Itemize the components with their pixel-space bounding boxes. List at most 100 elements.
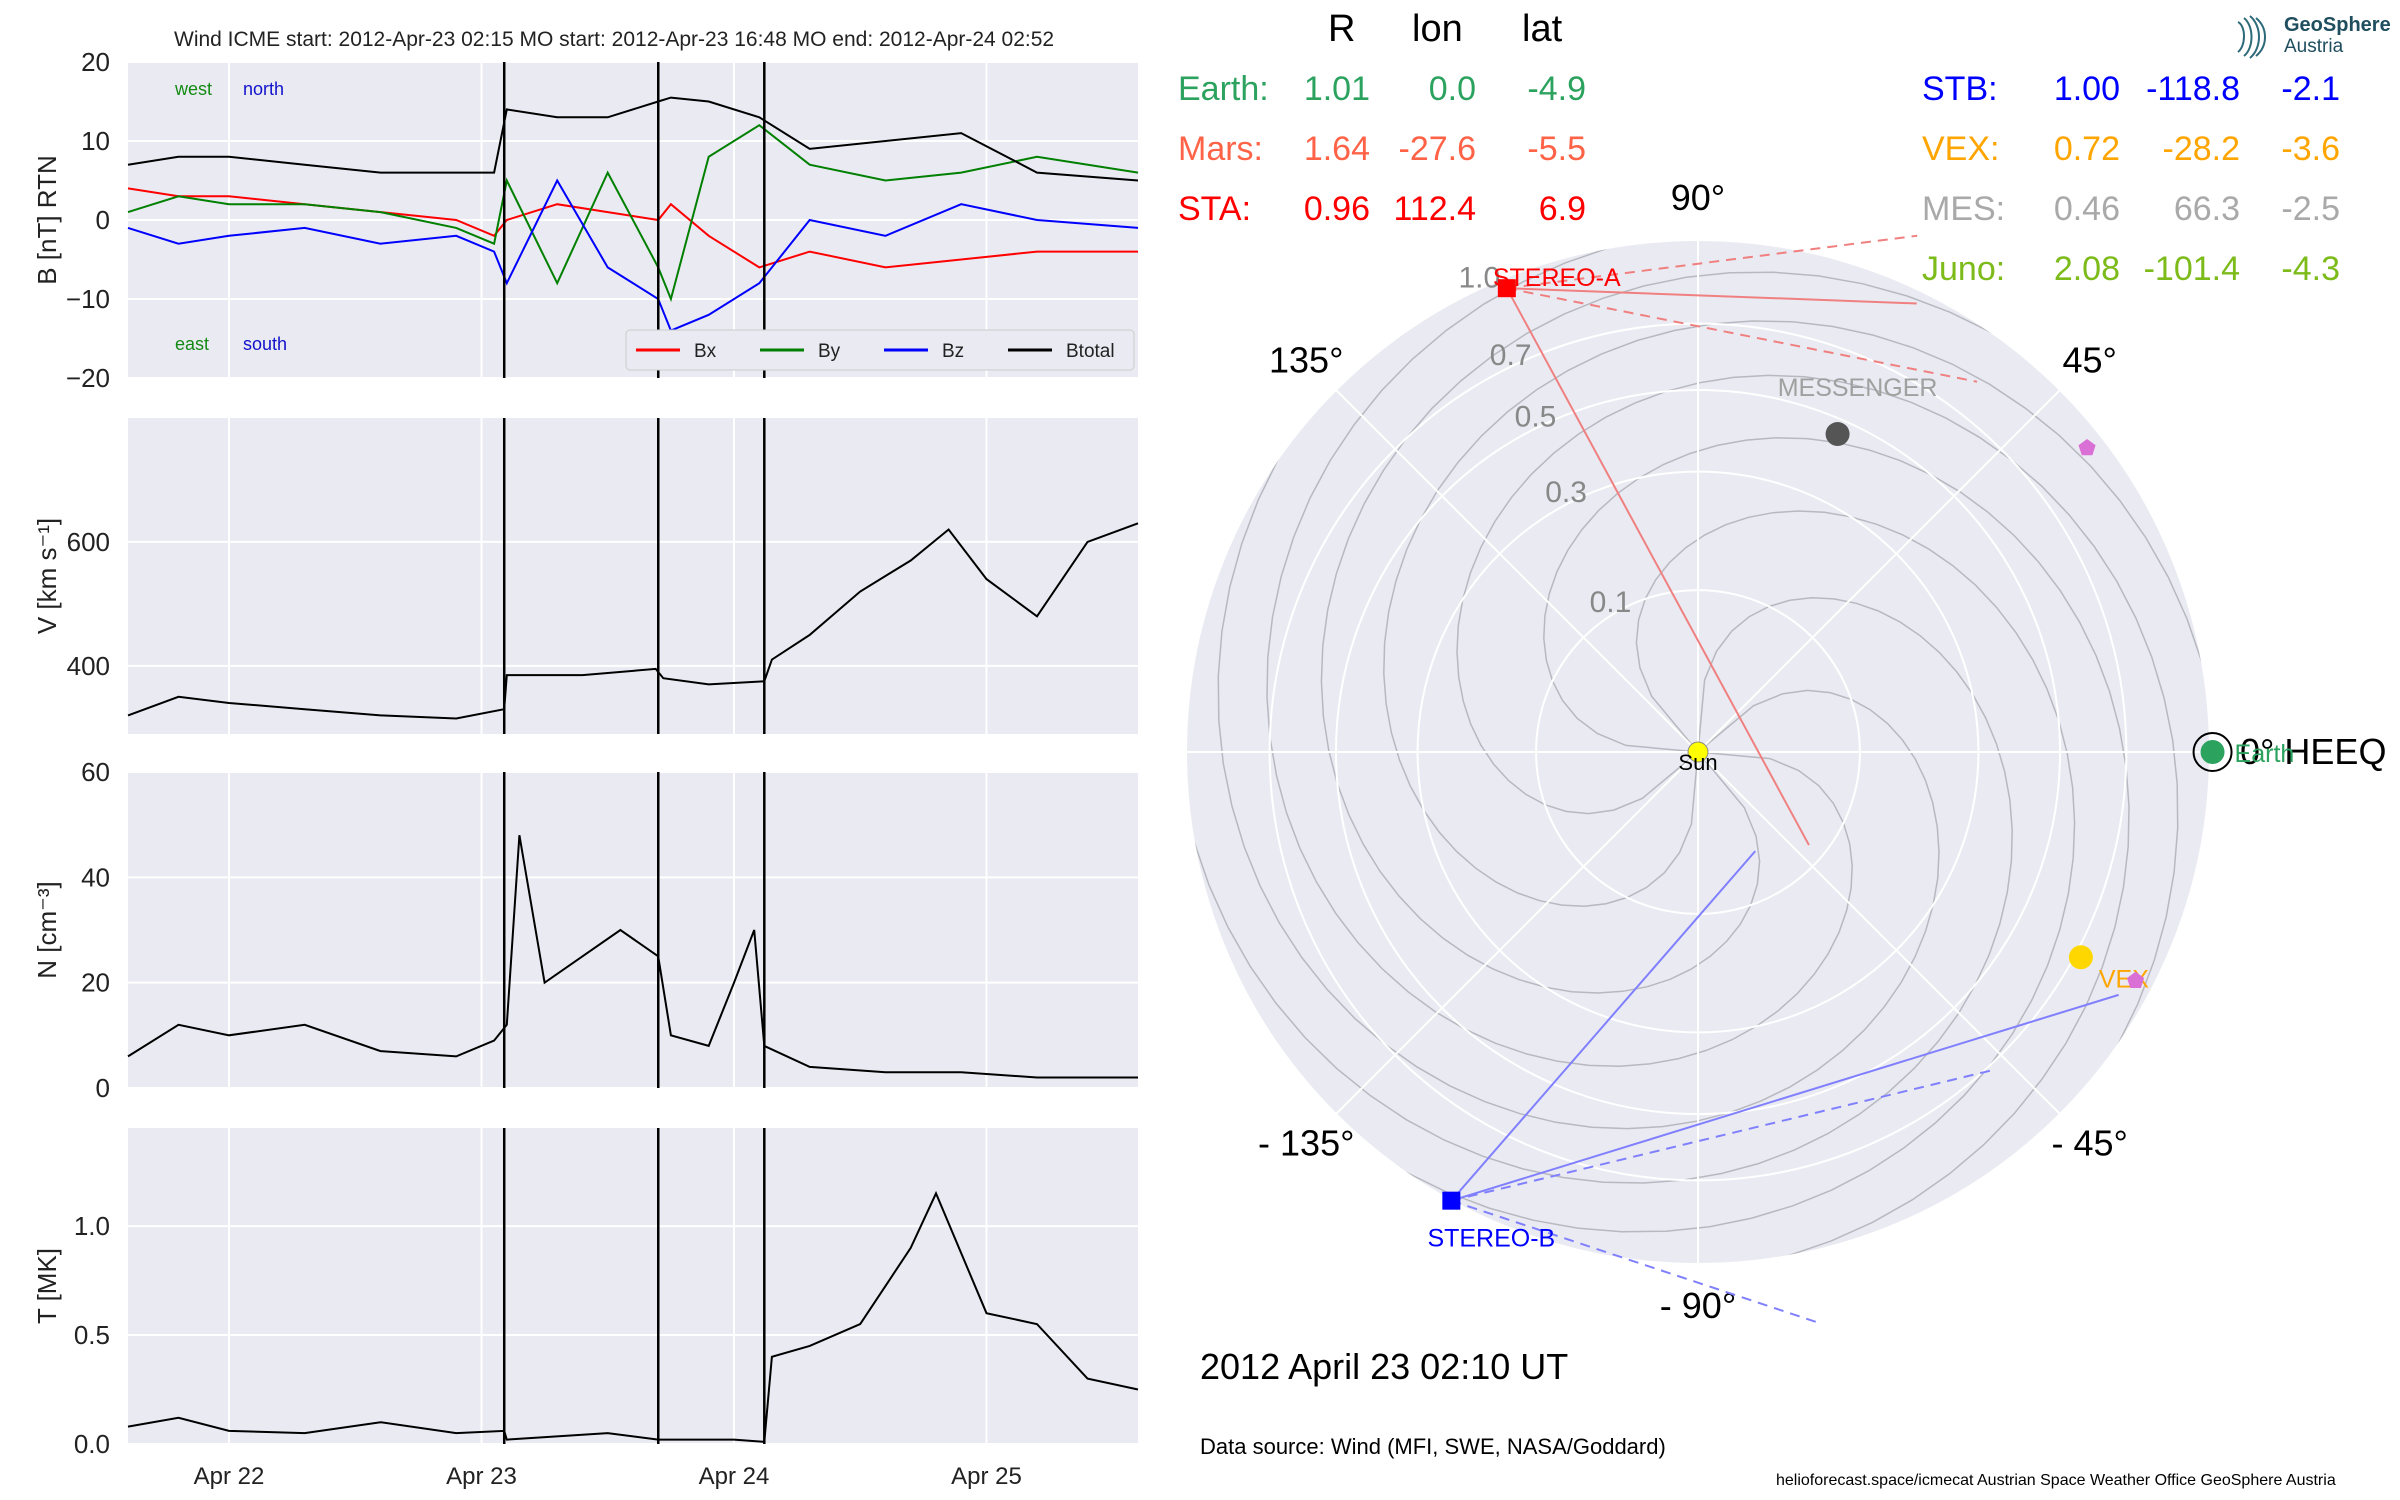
y-tick-label: −20: [66, 363, 110, 393]
body-label: STEREO-B: [1427, 1225, 1555, 1253]
body-stereo-a: STEREO-A: [1493, 264, 1621, 298]
body-label: Sun: [1678, 750, 1717, 775]
body-stereo-b: STEREO-B: [1427, 1191, 1555, 1253]
table-right-row-0-lon: -118.8: [2146, 70, 2240, 108]
table-right-row-1-lon: -28.2: [2162, 130, 2241, 168]
table-right-row-3-R: 2.08: [2053, 250, 2120, 288]
annotation-north: north: [243, 79, 284, 99]
y-tick-label: 60: [81, 757, 110, 787]
table-right-row-0-lat: -2.1: [2281, 70, 2340, 108]
y-tick-label: 400: [67, 651, 110, 681]
y-axis-label: T [MK]: [32, 1248, 62, 1324]
y-tick-label: −10: [66, 284, 110, 314]
logo-line1: GeoSphere: [2284, 14, 2391, 36]
table-right-row-2-name: MES:: [1922, 190, 2006, 228]
y-tick-label: 20: [81, 47, 110, 77]
angular-gridline: [1697, 751, 2061, 1115]
body-marker: [1442, 1191, 1461, 1210]
table-left-row-0-lat: -4.9: [1527, 70, 1586, 108]
body-marker: [2200, 740, 2225, 764]
fov-line: [1506, 234, 1918, 290]
body-marker: [2127, 971, 2145, 988]
series-line: [127, 1190, 1139, 1443]
logo-line2: Austria: [2284, 36, 2344, 57]
y-tick-label: 0: [96, 205, 110, 235]
table-right-row-0-R: 1.00: [2053, 70, 2120, 108]
body-label: STEREO-A: [1493, 264, 1621, 292]
x-tick-label: Apr 23: [446, 1463, 517, 1490]
x-tick-label: Apr 25: [951, 1463, 1022, 1490]
table-left-row-0-name: Earth:: [1178, 70, 1269, 108]
table-right-row-2-lon: 66.3: [2173, 190, 2240, 228]
body-marker: [1497, 279, 1516, 298]
y-axis-label: N [cm⁻³]: [32, 881, 62, 979]
table-left-row-2-name: STA:: [1178, 190, 1252, 228]
fov-line: [1451, 1199, 1820, 1324]
panel-temperature: 1.0 0.5 0.0 Apr 22 Apr 23 Apr 24 Apr 25 T [MK]: [32, 1128, 1139, 1490]
body-ring: [2192, 732, 2233, 772]
table-right-row-1-R: 0.72: [2053, 130, 2120, 168]
angle-label: 135°: [1269, 339, 1343, 380]
header-title: Wind ICME start: 2012-Apr-23 02:15 MO st…: [174, 28, 1055, 51]
table-left-row-2-R: 0.96: [1303, 190, 1370, 228]
table-left-row-0-R: 1.01: [1303, 70, 1370, 108]
y-tick-label: 0.5: [74, 1320, 110, 1350]
table-right-row-1-lat: -3.6: [2281, 130, 2340, 168]
y-axis-label: V [km s⁻¹]: [32, 518, 62, 634]
angle-label: - 45°: [2052, 1123, 2128, 1164]
y-tick-label: 1.0: [74, 1211, 110, 1241]
table-right-row-2-lat: -2.5: [2281, 190, 2340, 228]
table-right-row-3-lat: -4.3: [2281, 250, 2340, 288]
panel-density: 60 40 20 0 N [cm⁻³]: [32, 757, 1138, 1103]
angle-label: 45°: [2063, 339, 2117, 380]
y-tick-label: 20: [81, 968, 110, 998]
timeseries-panels: 20 10 0 −10 −20 B [nT] RTN west north east south B…: [32, 47, 1139, 1490]
annotation-south: south: [243, 334, 287, 354]
table-right-row-2-R: 0.46: [2053, 190, 2120, 228]
y-tick-label: 10: [81, 126, 110, 156]
body-mars: [2127, 971, 2145, 988]
body-marker: [1687, 741, 1709, 763]
fov-line: [1506, 287, 1917, 305]
y-tick-label: 0.0: [74, 1429, 110, 1459]
footer-source: Data source: Wind (MFI, SWE, NASA/Goddar…: [1200, 1434, 1666, 1459]
body-earth: Earth: [2192, 732, 2295, 772]
series-line: [127, 522, 1139, 720]
body-messenger: MESSENGER: [1778, 374, 1938, 447]
fov-line: [1450, 850, 1756, 1202]
angle-label: 90°: [1671, 177, 1725, 218]
table-left-row-0-lon: 0.0: [1428, 70, 1476, 108]
panel-background: [128, 772, 1138, 1088]
col-header-R: R: [1328, 8, 1356, 50]
angular-gridline: [1335, 389, 1699, 753]
y-tick-label: 600: [67, 527, 110, 557]
x-tick-label: Apr 22: [194, 1463, 265, 1490]
fov-line: [1505, 287, 1810, 846]
body-marker: [1825, 422, 1850, 447]
fov-line: [1451, 1068, 1995, 1202]
fov-line: [1451, 993, 2119, 1202]
col-header-lat: lat: [1522, 8, 1563, 50]
series-line-Btotal: [127, 96, 1139, 182]
legend-box: [625, 329, 1135, 371]
series-line: [127, 835, 1138, 1079]
y-tick-label: 0: [96, 1073, 110, 1103]
table-left-row-1-lon: -27.6: [1398, 130, 1477, 168]
panel-magnetic-field: 20 10 0 −10 −20 B [nT] RTN west north east south B…: [32, 47, 1139, 393]
col-header-lon: lon: [1412, 8, 1463, 50]
series-line-By: [127, 123, 1139, 303]
annotation-west: west: [174, 79, 212, 99]
body-label: MESSENGER: [1778, 374, 1938, 402]
table-left-row-1-R: 1.64: [1303, 130, 1370, 168]
body-label: Earth: [2235, 740, 2295, 768]
radial-tick-label: 0.7: [1490, 339, 1532, 372]
table-right-row-1-name: VEX:: [1922, 130, 2000, 168]
footer-credits: helioforecast.space/icmecat Austrian Spa…: [1776, 1472, 2336, 1489]
panel-background: [128, 1128, 1138, 1444]
table-right-row-3-lon: -101.4: [2143, 250, 2240, 288]
legend-label: Btotal: [1066, 341, 1115, 362]
table-left-row-1-name: Mars:: [1178, 130, 1263, 168]
body-juno: [2078, 439, 2096, 456]
